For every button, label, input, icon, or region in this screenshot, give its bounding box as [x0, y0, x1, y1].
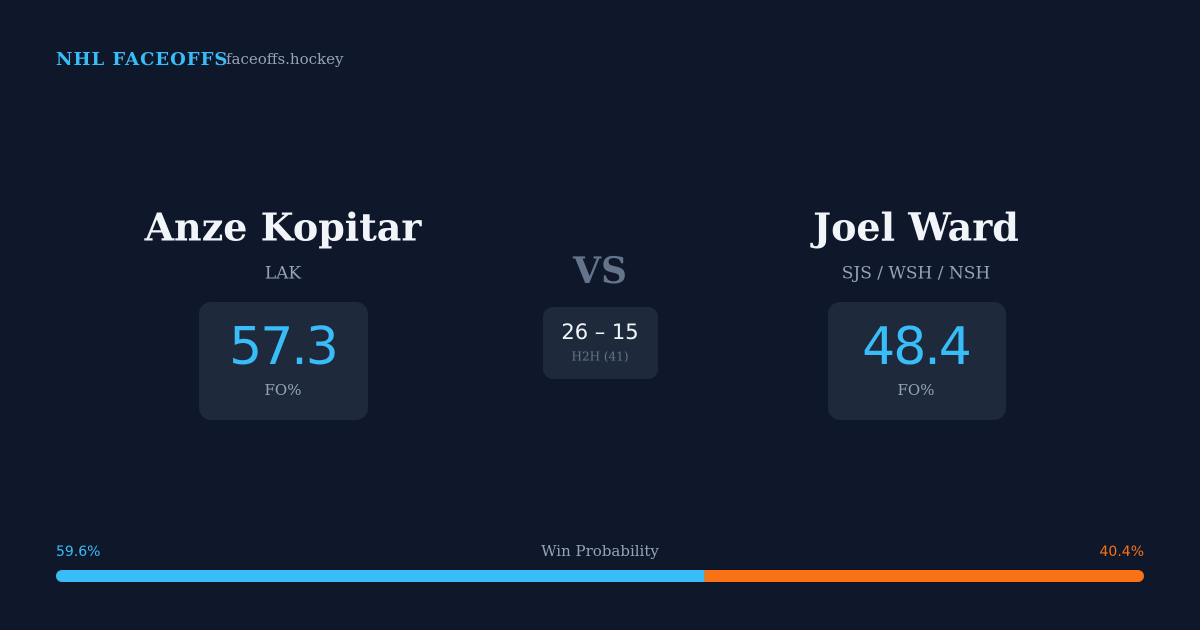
brand-site: faceoffs.hockey [226, 50, 344, 68]
h2h-label: H2H (41) [571, 350, 628, 364]
fo-pct: 48.4 [862, 317, 970, 377]
win-prob-bar [56, 570, 1144, 582]
stat-box [199, 302, 368, 420]
win-prob-segment [704, 570, 1144, 582]
player-name: Anze Kopitar [144, 205, 423, 250]
brand-title: NHL FACEOFFS [56, 49, 228, 70]
win-prob-right: 40.4% [1100, 544, 1144, 560]
win-prob-segment [56, 570, 705, 582]
h2h-record: 26 – 15 [561, 320, 638, 344]
fo-label: FO% [265, 381, 302, 399]
win-prob-left: 59.6% [56, 544, 100, 560]
versus: VS [572, 250, 627, 292]
stat-box [828, 302, 1006, 420]
h2h-box [543, 307, 658, 379]
fo-pct: 57.3 [229, 317, 337, 377]
win-prob-title: Win Probability [541, 542, 659, 560]
player-name: Joel Ward [810, 205, 1019, 250]
fo-label: FO% [898, 381, 935, 399]
player-team: LAK [265, 264, 302, 284]
player-team: SJS / WSH / NSH [842, 264, 990, 284]
